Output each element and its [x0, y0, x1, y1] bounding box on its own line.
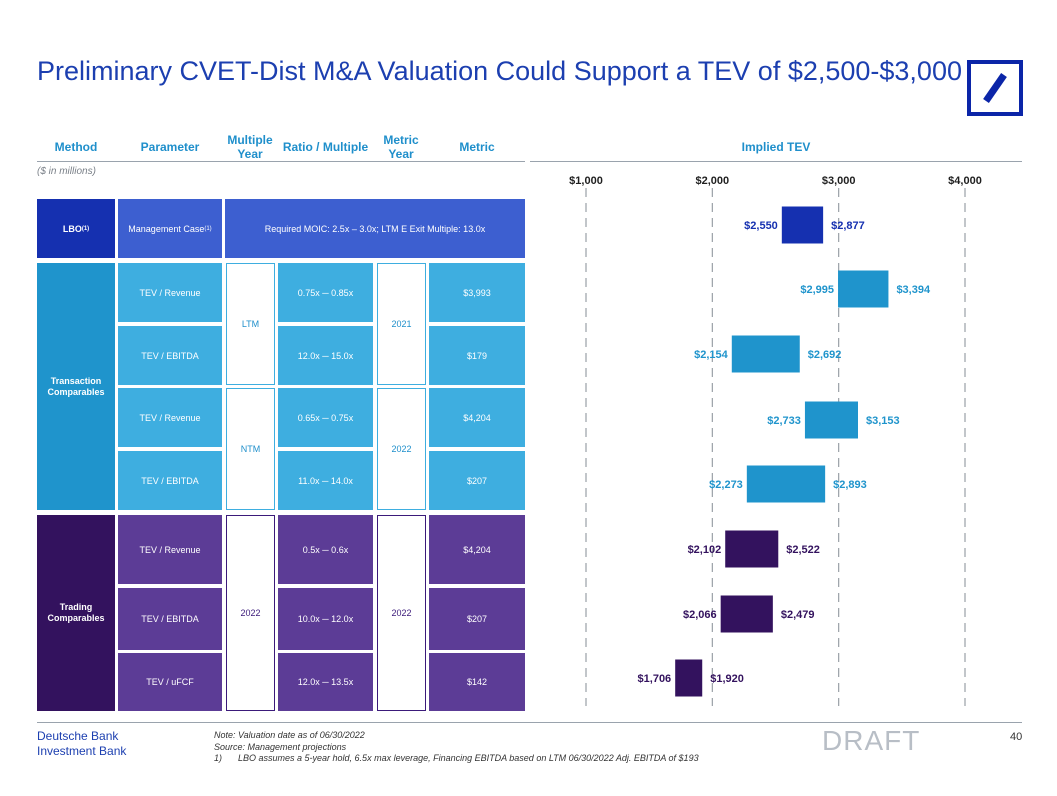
trading-metric-year: 2022	[377, 515, 426, 711]
header-method: Method	[54, 140, 98, 154]
table-row-metric: $142	[429, 653, 525, 711]
table-row-parameter: TEV / Revenue	[118, 388, 222, 447]
bar-high-label: $2,479	[781, 609, 815, 621]
table-row-parameter: TEV / uFCF	[118, 653, 222, 711]
table-row-ratio: 10.0x ─ 12.0x	[278, 588, 373, 650]
range-bar	[746, 465, 826, 503]
footnote-lbo: LBO assumes a 5-year hold, 6.5x max leve…	[238, 753, 699, 763]
axis-tick-label: $4,000	[948, 175, 982, 187]
transaction-method-cell: Transaction Comparables	[37, 263, 115, 510]
bar-low-label: $2,102	[688, 544, 722, 556]
transaction-ltm-year: LTM	[226, 263, 275, 385]
table-row-parameter: TEV / EBITDA	[118, 588, 222, 650]
footer-rule	[37, 722, 1022, 723]
bar-high-label: $2,522	[786, 544, 820, 556]
table-row-metric: $179	[429, 326, 525, 385]
bar-low-label: $2,995	[800, 284, 834, 296]
bar-high-label: $3,394	[896, 284, 931, 296]
header-rule-left	[37, 161, 525, 162]
header-multiple-year: Multiple Year	[227, 133, 273, 161]
bar-low-label: $2,154	[694, 349, 729, 361]
bar-low-label: $2,550	[744, 220, 778, 232]
bar-high-label: $2,692	[808, 349, 842, 361]
units-note: ($ in millions)	[37, 166, 96, 177]
deutsche-bank-logo	[967, 60, 1023, 116]
bar-low-label: $2,066	[683, 609, 717, 621]
table-row-parameter: TEV / Revenue	[118, 263, 222, 322]
table-row-parameter: TEV / Revenue	[118, 515, 222, 584]
bar-low-label: $2,273	[709, 479, 743, 491]
footnote-number: 1)	[214, 753, 223, 763]
page-title: Preliminary CVET-Dist M&A Valuation Coul…	[37, 56, 962, 86]
bar-high-label: $2,877	[831, 220, 865, 232]
header-rule-right	[530, 161, 1022, 162]
lbo-parameter-label: Management Case	[128, 223, 205, 234]
page-number: 40	[1010, 731, 1023, 743]
table-row-ratio: 12.0x ─ 15.0x	[278, 326, 373, 385]
brand-name: Deutsche Bank	[37, 729, 119, 743]
range-bar	[675, 659, 703, 697]
transaction-method-label: Transaction Comparables	[47, 375, 105, 397]
transaction-ntm-metric-year: 2022	[377, 388, 426, 510]
table-row-metric: $207	[429, 451, 525, 510]
bar-high-label: $1,920	[710, 673, 744, 685]
table-row-ratio: 0.75x ─ 0.85x	[278, 263, 373, 322]
lbo-method-cell: LBO (1)	[37, 199, 115, 258]
table-row-ratio: 0.5x ─ 0.6x	[278, 515, 373, 584]
logo-slash-icon	[983, 73, 1007, 103]
table-row-metric: $3,993	[429, 263, 525, 322]
implied-tev-chart: $1,000 $2,000 $3,000 $4,000 $2,550 $2,877 $2,9…	[530, 166, 1022, 716]
trading-multiple-year: 2022	[226, 515, 275, 711]
trading-method-cell: Trading Comparables	[37, 515, 115, 711]
table-row-metric: $207	[429, 588, 525, 650]
header-implied-tev: Implied TEV	[741, 140, 811, 154]
lbo-parameter-cell: Management Case (1)	[118, 199, 222, 258]
lbo-description: Required MOIC: 2.5x – 3.0x; LTM E Exit M…	[264, 223, 486, 234]
header-ratio-multiple: Ratio / Multiple	[282, 140, 369, 154]
lbo-method-footnote: (1)	[81, 225, 90, 232]
transaction-ntm-year: NTM	[226, 388, 275, 510]
lbo-parameter-footnote: (1)	[204, 225, 212, 232]
range-bar	[781, 206, 824, 244]
implied-tev-chart-svg: $1,000 $2,000 $3,000 $4,000 $2,550 $2,877 $2,9…	[569, 175, 982, 706]
range-bar	[725, 530, 779, 568]
note-valuation-date: Note: Valuation date as of 06/30/2022	[214, 730, 365, 740]
header-metric-year: Metric Year	[383, 133, 419, 161]
bar-high-label: $3,153	[866, 415, 900, 427]
bar-low-label: $2,733	[767, 415, 801, 427]
draft-watermark: DRAFT	[822, 725, 921, 756]
table-row-metric: $4,204	[429, 388, 525, 447]
range-bar	[838, 270, 889, 308]
bar-low-label: $1,706	[638, 673, 672, 685]
range-bar	[804, 401, 858, 439]
trading-method-label: Trading Comparables	[47, 602, 105, 623]
table-row-parameter: TEV / EBITDA	[118, 451, 222, 510]
transaction-ltm-metric-year: 2021	[377, 263, 426, 385]
table-row-parameter: TEV / EBITDA	[118, 326, 222, 385]
lbo-description-cell: Required MOIC: 2.5x – 3.0x; LTM E Exit M…	[225, 199, 525, 258]
table-row-metric: $4,204	[429, 515, 525, 584]
axis-tick-label: $3,000	[822, 175, 856, 187]
lbo-method-label: LBO	[62, 223, 82, 234]
table-row-ratio: 12.0x ─ 13.5x	[278, 653, 373, 711]
bar-high-label: $2,893	[833, 479, 867, 491]
axis-tick-label: $2,000	[696, 175, 730, 187]
header-metric: Metric	[459, 140, 495, 154]
range-bar	[720, 595, 773, 633]
note-source: Source: Management projections	[214, 742, 347, 752]
axis-tick-label: $1,000	[569, 175, 603, 187]
brand-division: Investment Bank	[37, 744, 127, 758]
range-bar	[731, 335, 800, 373]
table-row-ratio: 0.65x ─ 0.75x	[278, 388, 373, 447]
header-parameter: Parameter	[140, 140, 200, 154]
table-row-ratio: 11.0x ─ 14.0x	[278, 451, 373, 510]
